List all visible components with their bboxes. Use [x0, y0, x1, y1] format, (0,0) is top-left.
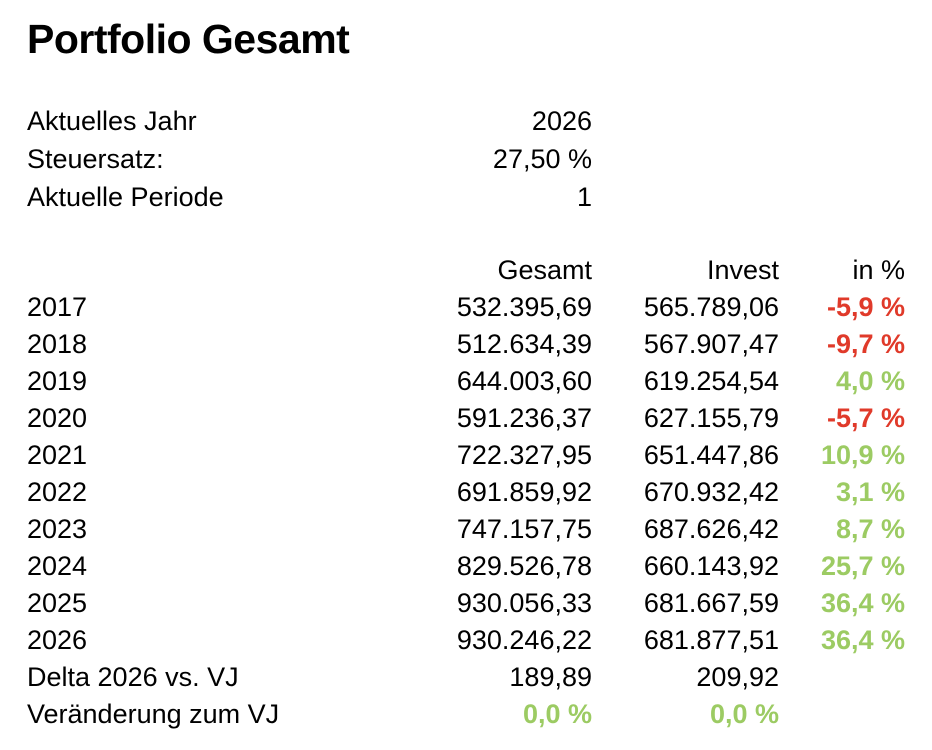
delta-label: Delta 2026 vs. VJ — [27, 662, 239, 692]
gesamt-cell: 930.246,22 — [456, 625, 592, 655]
pct-cell — [779, 659, 905, 696]
info-row: Steuersatz: 27,50 % — [27, 140, 905, 178]
invest-cell: 681.877,51 — [643, 625, 779, 655]
header-year — [27, 252, 327, 289]
table-row: 2018 512.634,39 567.907,47 -9,7 % — [27, 326, 905, 363]
pct-cell — [779, 696, 905, 733]
table-row: 2026 930.246,22 681.877,51 36,4 % — [27, 622, 905, 659]
year-cell: 2018 — [27, 329, 88, 359]
table-row: 2024 829.526,78 660.143,92 25,7 % — [27, 548, 905, 585]
year-cell: 2017 — [27, 292, 88, 322]
gesamt-cell: 532.395,69 — [456, 292, 592, 322]
gesamt-cell: 747.157,75 — [456, 514, 592, 544]
info-label: Aktuelle Periode — [27, 182, 224, 212]
info-row: Aktuelles Jahr 2026 — [27, 102, 905, 140]
invest-cell: 670.932,42 — [643, 477, 779, 507]
info-value: 27,50 % — [492, 144, 592, 174]
pct-cell: 8,7 % — [835, 514, 905, 544]
pct-cell: -5,9 % — [826, 292, 905, 322]
invest-cell: 565.789,06 — [643, 292, 779, 322]
year-cell: 2025 — [27, 588, 88, 618]
table-row: 2021 722.327,95 651.447,86 10,9 % — [27, 437, 905, 474]
table-row: 2022 691.859,92 670.932,42 3,1 % — [27, 474, 905, 511]
pct-cell: -9,7 % — [826, 329, 905, 359]
change-label: Veränderung zum VJ — [27, 699, 280, 729]
gesamt-cell: 644.003,60 — [456, 366, 592, 396]
info-label: Steuersatz: — [27, 144, 164, 174]
table-row: 2025 930.056,33 681.667,59 36,4 % — [27, 585, 905, 622]
gesamt-cell: 189,89 — [509, 662, 592, 692]
table-row: 2019 644.003,60 619.254,54 4,0 % — [27, 363, 905, 400]
info-row: Aktuelle Periode 1 — [27, 178, 905, 216]
pct-cell: 25,7 % — [820, 551, 905, 581]
info-label: Aktuelles Jahr — [27, 106, 197, 136]
gesamt-cell: 829.526,78 — [456, 551, 592, 581]
invest-cell: 0,0 % — [709, 699, 779, 729]
table-header-row: Gesamt Invest in % — [27, 252, 905, 289]
gesamt-cell: 0,0 % — [522, 699, 592, 729]
gesamt-cell: 691.859,92 — [456, 477, 592, 507]
change-row: Veränderung zum VJ 0,0 % 0,0 % — [27, 696, 905, 733]
invest-cell: 627.155,79 — [643, 403, 779, 433]
invest-cell: 209,92 — [696, 662, 779, 692]
table-row: 2017 532.395,69 565.789,06 -5,9 % — [27, 289, 905, 326]
header-pct: in % — [852, 255, 905, 285]
pct-cell: 3,1 % — [835, 477, 905, 507]
invest-cell: 651.447,86 — [643, 440, 779, 470]
year-cell: 2020 — [27, 403, 88, 433]
year-cell: 2023 — [27, 514, 88, 544]
pct-cell: 36,4 % — [820, 588, 905, 618]
gesamt-cell: 591.236,37 — [456, 403, 592, 433]
year-cell: 2021 — [27, 440, 88, 470]
year-cell: 2026 — [27, 625, 88, 655]
header-invest: Invest — [706, 255, 779, 285]
pct-cell: 4,0 % — [835, 366, 905, 396]
pct-cell: 10,9 % — [820, 440, 905, 470]
invest-cell: 619.254,54 — [643, 366, 779, 396]
gesamt-cell: 722.327,95 — [456, 440, 592, 470]
page-title: Portfolio Gesamt — [27, 16, 350, 62]
delta-row: Delta 2026 vs. VJ 189,89 209,92 — [27, 659, 905, 696]
invest-cell: 681.667,59 — [643, 588, 779, 618]
table-row: 2023 747.157,75 687.626,42 8,7 % — [27, 511, 905, 548]
year-cell: 2024 — [27, 551, 88, 581]
pct-cell: 36,4 % — [820, 625, 905, 655]
info-section: Aktuelles Jahr 2026 Steuersatz: 27,50 % … — [27, 102, 905, 216]
header-gesamt: Gesamt — [497, 255, 592, 285]
gesamt-cell: 930.056,33 — [456, 588, 592, 618]
pct-cell: -5,7 % — [826, 403, 905, 433]
invest-cell: 567.907,47 — [643, 329, 779, 359]
year-cell: 2019 — [27, 366, 88, 396]
table-row: 2020 591.236,37 627.155,79 -5,7 % — [27, 400, 905, 437]
invest-cell: 660.143,92 — [643, 551, 779, 581]
year-cell: 2022 — [27, 477, 88, 507]
info-value: 2026 — [531, 106, 592, 136]
invest-cell: 687.626,42 — [643, 514, 779, 544]
portfolio-table: Gesamt Invest in % 2017 532.395,69 565.7… — [27, 252, 905, 733]
gesamt-cell: 512.634,39 — [456, 329, 592, 359]
info-value: 1 — [576, 182, 592, 212]
